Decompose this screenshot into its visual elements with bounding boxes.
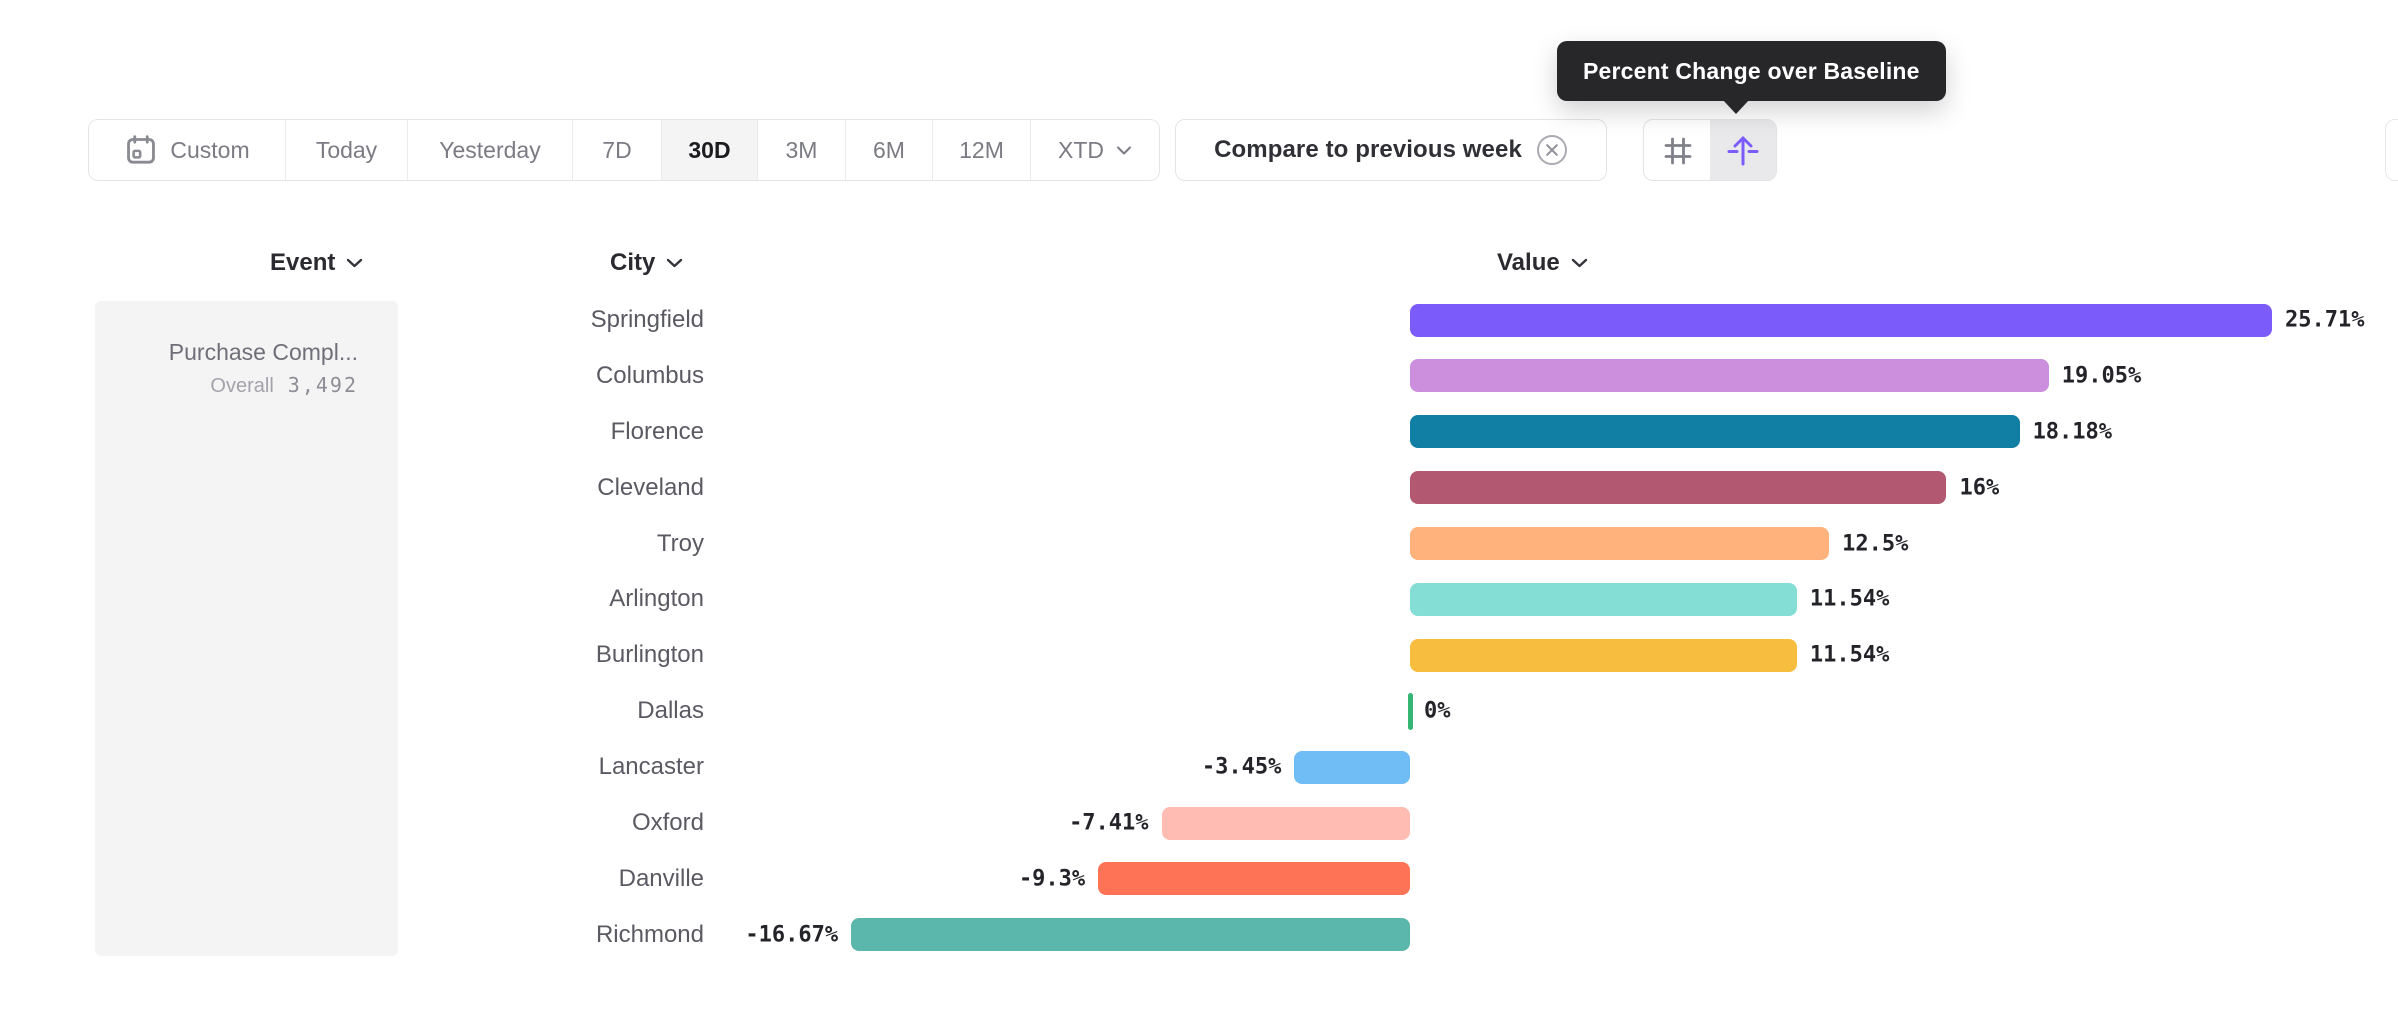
bar-value-label: 18.18%: [2032, 419, 2113, 445]
bar[interactable]: [1161, 806, 1410, 840]
circle-x-icon[interactable]: [1536, 134, 1568, 166]
range-button-custom[interactable]: Custom: [89, 120, 286, 180]
clipped-edge-button[interactable]: [2385, 119, 2398, 181]
city-label: Cleveland: [597, 473, 704, 501]
bar-value-label: -16.67%: [745, 922, 839, 948]
range-button-3m[interactable]: 3M: [758, 120, 846, 180]
city-label: Troy: [656, 529, 704, 557]
tooltip-text: Percent Change over Baseline: [1583, 57, 1920, 84]
city-label: Springfield: [590, 305, 704, 333]
bar-value-label: 11.54%: [1809, 586, 1890, 612]
chart-view-toggle: [1643, 119, 1777, 181]
bar-value-label: -9.3%: [1018, 866, 1086, 892]
event-card-content: Purchase Compl... Overall 3,492: [169, 337, 358, 398]
bar[interactable]: [1098, 862, 1410, 896]
range-button-12m[interactable]: 12M: [933, 120, 1031, 180]
bar[interactable]: [1410, 303, 2273, 337]
column-header-city[interactable]: City: [610, 246, 683, 280]
chart-row: Troy 12.5%: [0, 516, 2398, 572]
compare-pill[interactable]: Compare to previous week: [1175, 119, 1607, 181]
chart-row: Cleveland 16%: [0, 460, 2398, 516]
bar[interactable]: [1410, 471, 1947, 505]
chart-row: Springfield 25.71%: [0, 292, 2398, 348]
bar[interactable]: [1410, 359, 2049, 393]
city-label: Burlington: [595, 641, 704, 669]
range-button-label: 30D: [688, 136, 731, 163]
bar-value-label: 0%: [1424, 698, 1451, 724]
chevron-down-icon: [1571, 258, 1587, 268]
range-button-30d[interactable]: 30D: [662, 120, 758, 180]
chart-row: Danville -9.3%: [0, 851, 2398, 907]
column-header-event-label: Event: [270, 249, 336, 276]
chart-row: Richmond -16.67%: [0, 907, 2398, 963]
column-header-value-label: Value: [1497, 249, 1560, 276]
bar-value-label: 19.05%: [2061, 363, 2142, 389]
column-header-city-label: City: [610, 249, 656, 276]
bar-value-label: 12.5%: [1842, 531, 1909, 556]
city-label: Lancaster: [598, 753, 704, 781]
range-button-label: 3M: [785, 136, 818, 163]
range-button-label: 12M: [959, 136, 1004, 163]
city-label: Dallas: [637, 697, 704, 725]
city-label: Arlington: [609, 585, 704, 613]
bar[interactable]: [1410, 638, 1797, 672]
range-button-7d[interactable]: 7D: [573, 120, 662, 180]
range-button-label: Today: [315, 136, 378, 163]
hash-grid-icon: [1664, 137, 1692, 165]
chevron-down-icon: [667, 258, 683, 268]
chart-rows: Springfield 25.71% Columbus 19.05% Flore…: [0, 292, 2398, 963]
date-range-toolbar: Custom Today Yesterday 7D 30D 3M 6M 12M XTD: [88, 119, 1160, 181]
range-button-yesterday[interactable]: Yesterday: [408, 120, 573, 180]
range-button-label: 6M: [873, 136, 905, 163]
chart-row: Florence 18.18%: [0, 404, 2398, 460]
range-button-label: XTD: [1058, 136, 1104, 163]
event-name: Purchase Compl...: [168, 339, 358, 365]
calendar-icon: [127, 135, 156, 164]
chevron-down-icon: [347, 258, 363, 268]
bar[interactable]: [851, 918, 1410, 952]
compare-pill-label: Compare to previous week: [1214, 136, 1522, 163]
chart-row: Arlington 11.54%: [0, 571, 2398, 627]
city-label: Richmond: [595, 920, 704, 948]
bar-value-label: 25.71%: [2285, 307, 2365, 333]
tooltip-caret: [1722, 99, 1750, 114]
grid-view-button[interactable]: [1644, 120, 1710, 180]
overall-value: 3,492: [287, 373, 358, 397]
chart-row: Columbus 19.05%: [0, 348, 2398, 404]
range-button-xtd[interactable]: XTD: [1031, 120, 1159, 180]
bar-value-label: 11.54%: [1809, 642, 1890, 668]
overall-label: Overall: [210, 375, 274, 397]
column-header-event[interactable]: Event: [270, 246, 363, 280]
event-card[interactable]: Purchase Compl... Overall 3,492: [95, 301, 398, 956]
city-label: Florence: [610, 417, 704, 445]
city-label: Columbus: [595, 361, 704, 389]
chart-row: Lancaster -3.45%: [0, 739, 2398, 795]
chart-row: Oxford -7.41%: [0, 795, 2398, 851]
baseline-view-button[interactable]: [1710, 120, 1776, 180]
range-button-label: 7D: [602, 136, 632, 163]
city-label: Oxford: [631, 808, 704, 836]
column-header-value[interactable]: Value: [1497, 246, 1588, 280]
bar[interactable]: [1294, 750, 1410, 784]
arrow-up-from-baseline-icon: [1727, 136, 1759, 166]
bar-value-label: -7.41%: [1069, 810, 1149, 836]
city-label: Danville: [618, 864, 704, 892]
range-button-6m[interactable]: 6M: [846, 120, 933, 180]
bar[interactable]: [1410, 415, 2020, 449]
chart-row: Dallas 0%: [0, 683, 2398, 739]
bar-value-label: 16%: [1959, 475, 2000, 501]
bar[interactable]: [1410, 527, 1830, 561]
chevron-down-icon: [1117, 146, 1131, 154]
range-button-today[interactable]: Today: [286, 120, 408, 180]
event-overall-row: Overall 3,492: [169, 373, 358, 398]
range-button-label: Custom: [170, 136, 250, 163]
bar[interactable]: [1408, 692, 1413, 730]
chart-mode-tooltip: Percent Change over Baseline: [1557, 41, 1946, 101]
bar-value-label: -3.45%: [1201, 754, 1282, 780]
bar[interactable]: [1410, 582, 1797, 616]
range-button-label: Yesterday: [439, 136, 541, 163]
chart-row: Burlington 11.54%: [0, 627, 2398, 683]
